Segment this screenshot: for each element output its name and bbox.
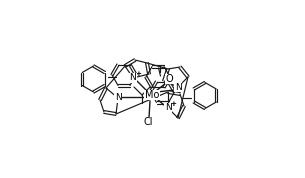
Text: +: + — [135, 71, 141, 77]
Text: N: N — [165, 103, 171, 112]
Text: N: N — [115, 93, 121, 103]
Text: O: O — [165, 74, 173, 84]
Text: Cl: Cl — [143, 117, 153, 127]
Text: Cl: Cl — [143, 117, 153, 127]
Text: Mo: Mo — [145, 90, 159, 100]
Text: Mo: Mo — [145, 90, 159, 100]
Text: O: O — [165, 74, 173, 84]
Text: +: + — [170, 101, 176, 107]
Text: N: N — [175, 82, 181, 91]
Text: +: + — [135, 71, 141, 77]
Text: N: N — [130, 74, 136, 82]
Text: N: N — [115, 93, 121, 103]
Text: N: N — [130, 74, 136, 82]
Text: +: + — [170, 101, 176, 107]
Text: N: N — [175, 82, 181, 91]
Text: N: N — [165, 103, 171, 112]
